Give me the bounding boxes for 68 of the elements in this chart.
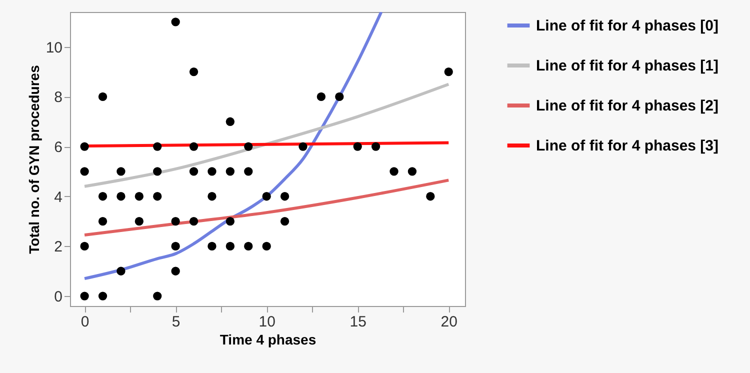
legend-label: Line of fit for 4 phases [2]: [536, 98, 719, 114]
point: [153, 192, 162, 201]
point: [244, 242, 253, 251]
point: [262, 242, 271, 251]
point: [316, 92, 326, 102]
point: [226, 167, 235, 176]
point: [134, 192, 144, 201]
point: [390, 167, 398, 176]
x-axis-title: Time 4 phases: [220, 332, 316, 348]
point: [153, 167, 162, 176]
point: [189, 67, 198, 76]
line-series: [83, 178, 450, 236]
point: [189, 216, 198, 226]
point: [226, 216, 235, 226]
point: [353, 142, 362, 151]
y-tick-label: 2: [54, 238, 62, 256]
point: [116, 167, 126, 176]
point: [208, 167, 216, 176]
point: [98, 292, 108, 300]
y-tick-label: 4: [54, 188, 62, 206]
legend-label: Line of fit for 4 phases [0]: [536, 18, 719, 34]
x-tick-label: 0: [80, 314, 90, 330]
point: [171, 216, 180, 226]
point: [226, 117, 235, 126]
point: [171, 266, 180, 276]
y-tick-label: 0: [54, 288, 62, 306]
point: [208, 242, 216, 251]
point: [134, 216, 144, 226]
y-axis-title: Total no. of GYN procedures: [26, 64, 42, 254]
x-tick-label: 10: [258, 314, 276, 330]
point: [189, 167, 198, 176]
point: [335, 92, 344, 102]
point: [153, 292, 162, 300]
x-tick-label: 15: [350, 314, 366, 330]
point: [298, 142, 308, 151]
point: [98, 92, 108, 102]
legend-label: Line of fit for 4 phases [3]: [536, 138, 719, 154]
point: [98, 192, 108, 201]
point: [171, 242, 180, 251]
point: [280, 192, 290, 201]
point: [171, 18, 180, 26]
point: [244, 167, 253, 176]
point: [116, 192, 126, 201]
y-tick-label: 10: [46, 39, 62, 56]
line-series: [83, 12, 383, 280]
point: [98, 216, 108, 226]
point: [226, 242, 235, 251]
line-series: [83, 82, 450, 188]
point: [80, 292, 89, 300]
point: [80, 167, 89, 176]
point: [280, 216, 290, 226]
point: [116, 266, 126, 276]
y-tick-label: 6: [54, 139, 62, 156]
point: [244, 142, 253, 151]
point: [80, 142, 89, 151]
point: [426, 192, 435, 201]
point: [371, 142, 380, 151]
point: [153, 142, 162, 151]
point: [408, 167, 417, 176]
x-tick-label: 5: [172, 314, 180, 330]
point: [444, 67, 453, 76]
point: [189, 142, 198, 151]
point: [80, 242, 89, 251]
y-tick-label: 8: [54, 89, 62, 106]
x-tick-label: 20: [440, 314, 458, 330]
point: [262, 192, 271, 201]
legend-label: Line of fit for 4 phases [1]: [536, 58, 719, 74]
point: [208, 192, 216, 201]
